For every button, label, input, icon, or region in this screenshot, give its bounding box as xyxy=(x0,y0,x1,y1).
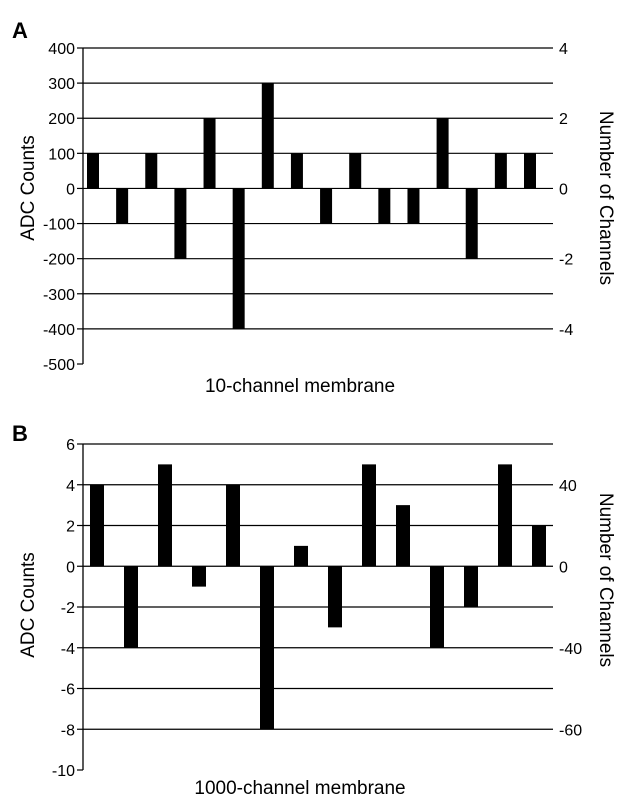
panel-b-bar xyxy=(158,464,172,567)
panel-a: A 400 300 200 100 0 -100 -200 -300 -400 -500 4 2 0 -… xyxy=(12,18,616,397)
panel-b-y2-tick-label: -40 xyxy=(559,641,582,658)
panel-a-bar xyxy=(320,188,333,224)
panel-a-gridlines xyxy=(83,47,553,330)
panel-b-bar xyxy=(464,566,478,607)
panel-a-bar xyxy=(232,188,245,329)
panel-a-bar xyxy=(524,153,536,189)
panel-b-bar xyxy=(90,484,104,567)
panel-b-bar xyxy=(396,505,410,567)
panel-b-gridlines xyxy=(83,443,553,730)
panel-b-y2-tick-label: 40 xyxy=(559,478,577,495)
panel-a-bar xyxy=(203,118,216,189)
panel-b-bar xyxy=(124,566,138,648)
panel-b-y-tick-label: 2 xyxy=(66,519,75,536)
panel-a-y2-tick-label: 4 xyxy=(559,41,568,58)
panel-b-y-axis-title: ADC Counts xyxy=(18,552,39,658)
panel-a-bar xyxy=(290,153,303,189)
panel-b-bars xyxy=(90,464,546,730)
panel-a-bar xyxy=(145,153,158,189)
panel-b-y-tick-label: -2 xyxy=(61,600,75,617)
panel-b-letter: B xyxy=(12,421,28,446)
panel-b-bar xyxy=(532,525,546,567)
panel-b-y-tick-label: 0 xyxy=(66,559,75,576)
panel-b-y-tick-label: -4 xyxy=(61,641,75,658)
panel-a-left-ticks: 400 300 200 100 0 -100 -200 -300 -400 -500 xyxy=(43,41,83,374)
panel-a-y-tick-label: -500 xyxy=(43,357,75,374)
panel-a-y2-tick-label: -4 xyxy=(559,322,573,339)
panel-b: B 6 4 2 0 -2 -4 -6 -8 -10 40 0 -40 -60 ADC Counts N… xyxy=(12,421,616,799)
panel-b-y-tick-label: 6 xyxy=(66,437,75,454)
panel-b-y-tick-label: -8 xyxy=(61,722,75,739)
panel-a-bar xyxy=(261,83,274,189)
panel-b-bar xyxy=(294,545,308,567)
panel-a-y2-tick-label: 2 xyxy=(559,111,568,128)
panel-a-letter: A xyxy=(12,18,28,43)
panel-a-y2-axis-title: Number of Channels xyxy=(595,111,616,285)
panel-a-y-tick-label: -300 xyxy=(43,287,75,304)
panel-b-y-tick-label: 4 xyxy=(66,478,75,495)
panel-b-right-ticks: 40 0 -40 -60 xyxy=(559,478,582,740)
panel-b-y2-axis-title: Number of Channels xyxy=(595,493,616,667)
panel-b-bar xyxy=(362,464,376,567)
panel-b-bar xyxy=(192,566,206,587)
panel-a-y2-tick-label: -2 xyxy=(559,252,573,269)
panel-a-bar xyxy=(465,188,478,259)
panel-a-y-tick-label: -100 xyxy=(43,217,75,234)
panel-a-bars xyxy=(87,83,536,329)
panel-a-y-tick-label: 400 xyxy=(48,41,75,58)
panel-a-y-tick-label: 200 xyxy=(48,111,75,128)
panel-b-y2-tick-label: 0 xyxy=(559,559,568,576)
panel-a-bar xyxy=(494,153,507,189)
panel-a-bar xyxy=(349,153,362,189)
panel-b-y-tick-label: -10 xyxy=(52,763,75,780)
panel-a-y-tick-label: 100 xyxy=(48,146,75,163)
panel-a-bar xyxy=(87,153,99,189)
panel-a-x-axis-title: 10-channel membrane xyxy=(205,376,395,397)
panel-a-y-tick-label: 300 xyxy=(48,76,75,93)
panel-a-y-axis-title: ADC Counts xyxy=(18,135,39,241)
panel-b-left-ticks: 6 4 2 0 -2 -4 -6 -8 -10 xyxy=(52,437,83,780)
panel-b-x-axis-title: 1000-channel membrane xyxy=(194,778,405,799)
panel-a-right-ticks: 4 2 0 -2 -4 xyxy=(559,41,573,339)
panel-a-y-tick-label: 0 xyxy=(66,181,75,198)
panel-b-bar xyxy=(328,566,342,628)
panel-a-bar xyxy=(407,188,420,224)
panel-b-bar xyxy=(260,566,274,730)
panel-b-bar xyxy=(498,464,512,567)
panel-a-bar xyxy=(116,188,129,224)
panel-a-y-tick-label: -200 xyxy=(43,252,75,269)
panel-a-y-tick-label: -400 xyxy=(43,322,75,339)
panel-b-y2-tick-label: -60 xyxy=(559,722,582,739)
panel-a-bar xyxy=(436,118,449,189)
panel-a-bar xyxy=(378,188,391,224)
panel-a-y2-tick-label: 0 xyxy=(559,181,568,198)
panel-b-y-tick-label: -6 xyxy=(61,682,75,699)
panel-b-bar xyxy=(226,484,240,567)
panel-a-bar xyxy=(174,188,187,259)
panel-b-bar xyxy=(430,566,444,648)
